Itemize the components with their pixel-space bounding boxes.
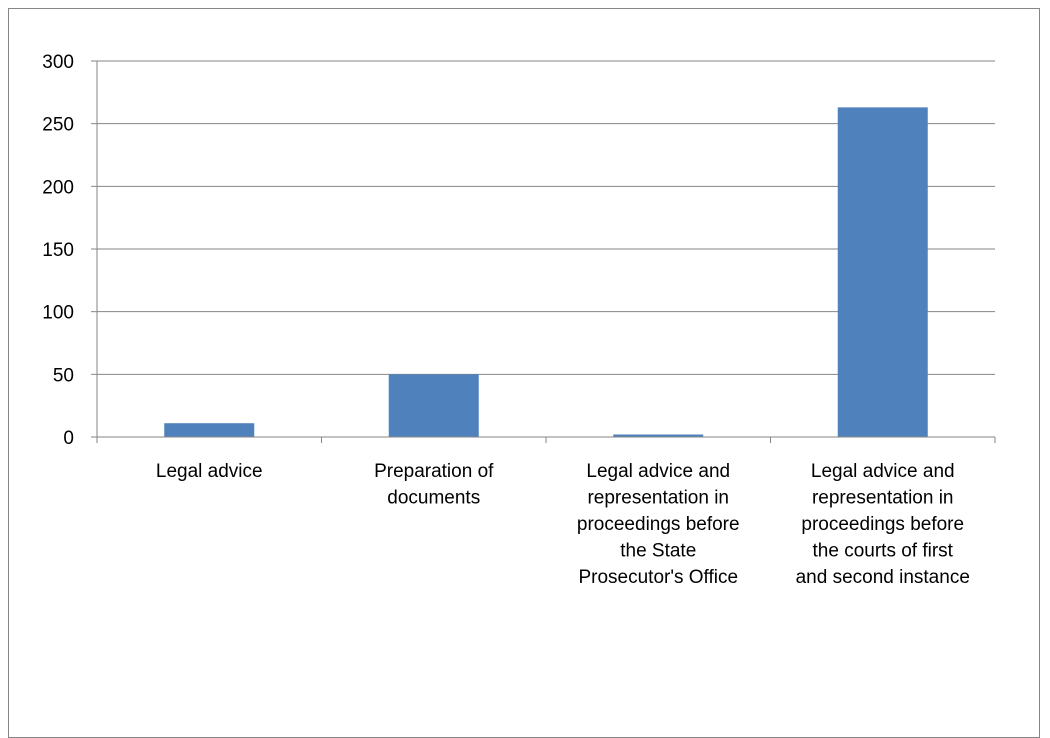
x-category-label: Legal advice [156,461,263,482]
y-tick-label: 300 [42,52,74,73]
y-tick-label: 50 [53,365,74,386]
x-category-labels: Legal advice Preparation of documents Legal… [156,461,970,588]
bar [837,107,928,437]
y-tick-label: 250 [42,115,74,136]
bars [164,107,928,437]
y-tick-label: 0 [63,428,74,449]
axes [91,60,996,443]
bar [388,374,479,437]
x-category-label: Legal advice and representation in proceed… [577,461,740,588]
y-tick-label: 100 [42,303,74,324]
bar [613,434,704,437]
y-tick-label: 150 [42,240,74,261]
x-category-label: Preparation of documents [374,461,494,509]
y-tick-label: 200 [42,177,74,198]
x-category-label: Legal advice and representation in proceed… [796,461,970,588]
bar [164,423,255,437]
y-tick-labels: 0 50 100 150 200 250 300 [42,52,74,449]
